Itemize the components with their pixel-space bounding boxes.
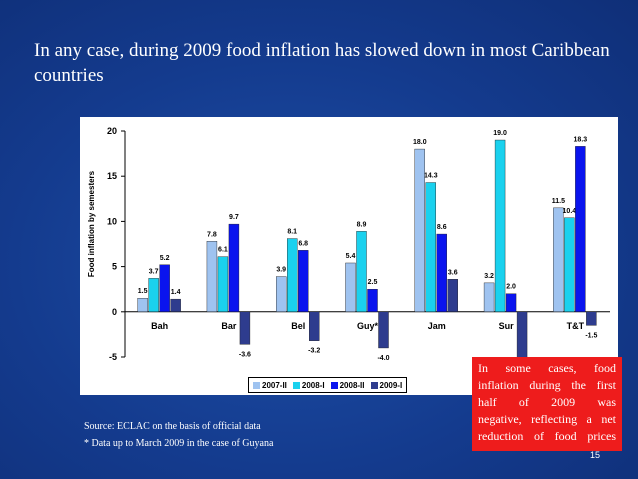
footnote-line: * Data up to March 2009 in the case of G… (84, 438, 274, 449)
callout-note: In some cases, food inflation during the… (472, 357, 622, 451)
bar-value-label: 3.2 (484, 273, 494, 280)
bar-value-label: 10.4 (563, 208, 577, 215)
bar-value-label: 18.3 (574, 136, 588, 143)
x-category-label: Bel (291, 321, 305, 331)
callout-line-4: negative, reflecting a net (478, 412, 616, 426)
callout-line-3: half of 2009 was (478, 395, 616, 409)
bar-2008-II-Guy* (367, 288, 378, 312)
bar-2007-II-Bar (206, 241, 218, 313)
y-tick-label: 15 (107, 171, 117, 181)
bar-2009-I-Sur (516, 311, 528, 362)
legend-entry: 2008-I (292, 380, 325, 390)
bar-2007-II-Jam (414, 148, 425, 313)
bar-2009-I-Bar (239, 311, 251, 345)
page-number: 15 (590, 450, 601, 460)
bar-2008-II-Bah (159, 264, 170, 313)
bar-value-label: 8.9 (357, 221, 367, 228)
legend-swatch (253, 381, 260, 389)
x-category-label: Guy* (357, 321, 379, 331)
bar-2007-II-T&T (553, 207, 564, 312)
y-tick-label: -5 (109, 352, 117, 362)
bar-value-label: 14.3 (424, 173, 438, 180)
bar-2007-II-Guy* (345, 262, 356, 312)
legend-label: 2008-I (301, 380, 325, 390)
bar-value-label: 11.5 (552, 198, 565, 205)
bar-2008-II-Sur (505, 293, 517, 313)
legend-entry: 2009-I (370, 380, 403, 390)
bar-2009-I-Guy* (378, 311, 389, 349)
x-category-label: Jam (428, 321, 446, 331)
bar-value-label: -3.6 (239, 351, 251, 358)
bar-2008-II-Bar (228, 223, 240, 313)
y-tick-label: 10 (107, 216, 117, 226)
bar-value-label: 8.1 (287, 229, 297, 236)
legend-label: 2009-I (379, 380, 403, 390)
bar-value-label: 2.5 (368, 279, 378, 286)
y-tick-label: 0 (112, 307, 117, 317)
bar-value-label: 6.8 (298, 240, 308, 247)
bar-value-label: -3.2 (308, 348, 320, 355)
x-category-label: Bar (221, 321, 237, 331)
legend-entry: 2008-II (330, 380, 365, 390)
y-axis-title: Food inflation by semesters (87, 170, 96, 277)
bar-2009-I-Jam (447, 279, 458, 312)
legend-swatch (330, 381, 338, 389)
bar-chart: -5 0 5 10 15 20 Food inflation by semesters 1.5… (87, 126, 610, 362)
bar-value-label: 7.8 (207, 231, 217, 238)
bar-value-label: 5.2 (160, 255, 170, 262)
bar-2009-I-Bah (170, 298, 181, 312)
bar-value-label: 3.7 (149, 268, 159, 275)
bar-value-label: -4.0 (377, 355, 389, 362)
callout-line-2: inflation during the first (478, 378, 616, 392)
bar-2008-I-Jam (425, 182, 436, 313)
bar-2009-I-T&T (586, 311, 597, 326)
bar-2008-I-Sur (494, 139, 506, 312)
bar-2008-I-Bah (148, 278, 159, 313)
legend-swatch (370, 381, 378, 389)
x-category-label: T&T (567, 321, 585, 331)
bar-2007-II-Bel (276, 276, 287, 313)
bar-2007-II-Bah (137, 298, 148, 313)
chart-panel: -5 0 5 10 15 20 Food inflation by semesters 1.5… (80, 117, 618, 395)
callout-line-1: In some cases, food (478, 361, 616, 375)
bar-value-label: 8.6 (437, 224, 447, 231)
bar-value-label: -1.5 (585, 332, 597, 339)
bar-value-label: 18.0 (413, 139, 427, 146)
bar-value-label: 2.0 (506, 284, 516, 291)
bar-value-label: 9.7 (229, 214, 239, 221)
bar-value-label: 1.5 (138, 288, 148, 295)
y-tick-label: 20 (107, 126, 117, 136)
bar-2009-I-Bel (309, 311, 320, 341)
x-category-label: Sur (499, 321, 515, 331)
y-tick-label: 5 (112, 262, 117, 272)
legend-entry: 2007-II (253, 381, 287, 390)
slide-title: In any case, during 2009 food inflation … (34, 40, 610, 86)
bar-2008-II-Jam (436, 233, 447, 313)
callout-line-5: reduction of food prices (478, 429, 616, 443)
bar-value-label: 3.6 (448, 269, 458, 276)
chart-legend: 2007-II 2008-I 2008-II 2009-I (248, 377, 408, 393)
bar-2008-II-T&T (575, 146, 586, 313)
bar-value-label: 19.0 (493, 130, 507, 137)
legend-label: 2007-II (262, 380, 287, 390)
legend-swatch (292, 381, 300, 389)
bar-2008-I-Guy* (356, 231, 367, 313)
bar-value-label: 1.4 (171, 289, 181, 296)
bar-2008-I-T&T (564, 217, 575, 312)
bar-2008-I-Bel (287, 238, 298, 312)
bar-2008-II-Bel (298, 250, 309, 313)
legend-label: 2008-II (339, 380, 365, 390)
source-note: Source: ECLAC on the basis of official d… (84, 418, 273, 452)
x-category-label: Bah (151, 321, 168, 331)
bar-value-label: 6.1 (218, 247, 228, 254)
bar-2007-II-Sur (483, 282, 495, 312)
source-line: Source: ECLAC on the basis of official d… (84, 421, 261, 432)
bar-2008-I-Bar (217, 256, 229, 313)
bar-value-label: 5.4 (346, 253, 356, 260)
bar-value-label: 3.9 (276, 267, 286, 274)
